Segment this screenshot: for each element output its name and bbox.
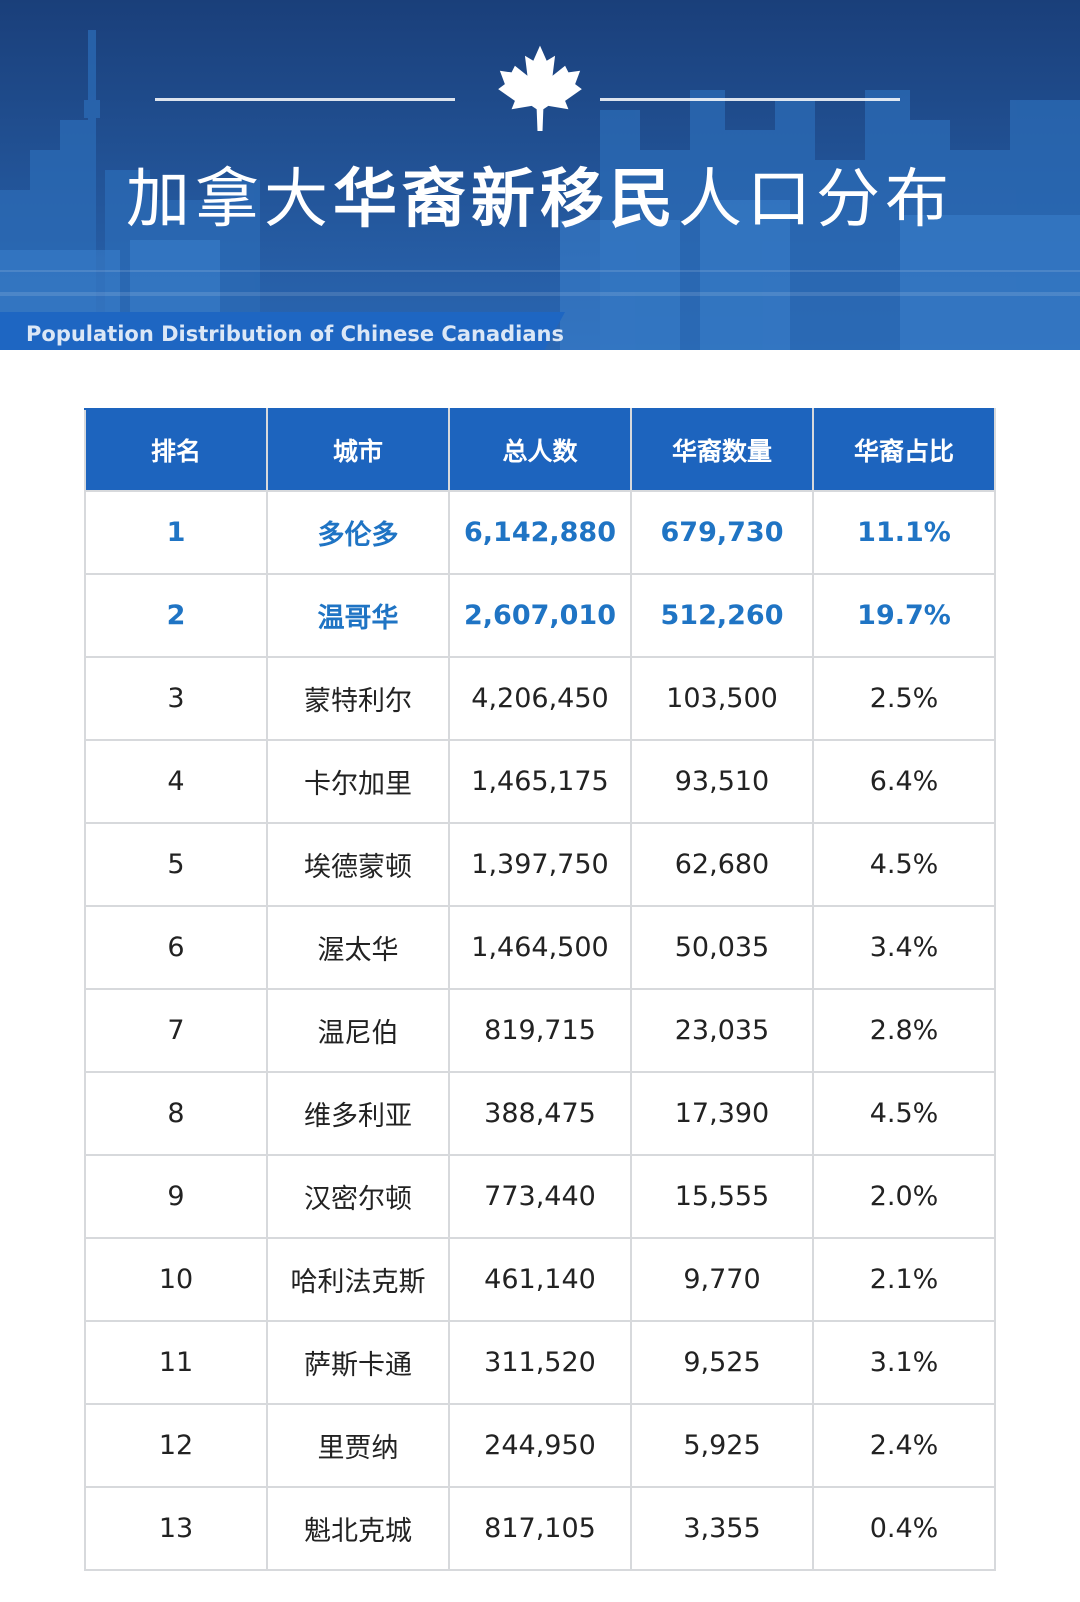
cell-city: 渥太华 [266, 905, 450, 990]
cell-city: 汉密尔顿 [266, 1154, 450, 1239]
subtitle-band [0, 312, 565, 350]
cell-total: 311,520 [448, 1320, 632, 1405]
cell-city: 蒙特利尔 [266, 656, 450, 741]
cell-share: 0.4% [812, 1486, 996, 1571]
cell-total: 6,142,880 [448, 490, 632, 575]
table-row: 8 维多利亚 388,475 17,390 4.5% [84, 1071, 996, 1156]
cell-share: 2.4% [812, 1403, 996, 1488]
table-body: 1 多伦多 6,142,880 679,730 11.1% 2 温哥华 2,607,010 51… [84, 490, 996, 1571]
cell-rank: 8 [84, 1071, 268, 1156]
subtitle: Population Distribution of Chinese Canad… [26, 322, 564, 346]
title-divider-left [155, 98, 455, 101]
table-header-row: 排名 城市 总人数 华裔数量 华裔占比 [84, 408, 996, 492]
cell-city: 哈利法克斯 [266, 1237, 450, 1322]
cell-rank: 4 [84, 739, 268, 824]
cell-total: 244,950 [448, 1403, 632, 1488]
table-row: 7 温尼伯 819,715 23,035 2.8% [84, 988, 996, 1073]
table-row: 13 魁北克城 817,105 3,355 0.4% [84, 1486, 996, 1571]
cell-rank: 1 [84, 490, 268, 575]
cell-share: 2.0% [812, 1154, 996, 1239]
title-part-bold: 华裔新移民 [333, 163, 678, 237]
cell-rank: 9 [84, 1154, 268, 1239]
cell-share: 3.1% [812, 1320, 996, 1405]
cell-total: 2,607,010 [448, 573, 632, 658]
cell-share: 2.8% [812, 988, 996, 1073]
table-row: 11 萨斯卡通 311,520 9,525 3.1% [84, 1320, 996, 1405]
table-row: 10 哈利法克斯 461,140 9,770 2.1% [84, 1237, 996, 1322]
cell-chinese: 62,680 [630, 822, 814, 907]
cell-share: 11.1% [812, 490, 996, 575]
cell-rank: 10 [84, 1237, 268, 1322]
cell-rank: 6 [84, 905, 268, 990]
page-title: 加拿大华裔新移民人口分布 [0, 160, 1080, 240]
table-row: 5 埃德蒙顿 1,397,750 62,680 4.5% [84, 822, 996, 907]
cell-city: 温尼伯 [266, 988, 450, 1073]
cell-share: 19.7% [812, 573, 996, 658]
column-header-total: 总人数 [448, 408, 632, 492]
title-part-1: 加拿大 [126, 163, 333, 237]
header-banner: 加拿大华裔新移民人口分布 Population Distribution of … [0, 0, 1080, 350]
cell-city: 卡尔加里 [266, 739, 450, 824]
cell-total: 461,140 [448, 1237, 632, 1322]
cell-total: 388,475 [448, 1071, 632, 1156]
cell-city: 埃德蒙顿 [266, 822, 450, 907]
column-header-share: 华裔占比 [812, 408, 996, 492]
cell-rank: 13 [84, 1486, 268, 1571]
cell-total: 1,465,175 [448, 739, 632, 824]
cell-total: 819,715 [448, 988, 632, 1073]
cell-rank: 3 [84, 656, 268, 741]
cell-total: 773,440 [448, 1154, 632, 1239]
cell-chinese: 50,035 [630, 905, 814, 990]
cell-chinese: 93,510 [630, 739, 814, 824]
table-row: 4 卡尔加里 1,465,175 93,510 6.4% [84, 739, 996, 824]
cell-rank: 12 [84, 1403, 268, 1488]
cell-city: 魁北克城 [266, 1486, 450, 1571]
cell-city: 萨斯卡通 [266, 1320, 450, 1405]
population-table: 排名 城市 总人数 华裔数量 华裔占比 1 多伦多 6,142,880 679,730… [84, 408, 996, 1571]
table-row: 9 汉密尔顿 773,440 15,555 2.0% [84, 1154, 996, 1239]
cell-chinese: 9,770 [630, 1237, 814, 1322]
cell-share: 4.5% [812, 1071, 996, 1156]
cell-chinese: 23,035 [630, 988, 814, 1073]
cell-total: 1,464,500 [448, 905, 632, 990]
title-part-2: 人口分布 [678, 163, 954, 237]
column-header-city: 城市 [266, 408, 450, 492]
cell-chinese: 17,390 [630, 1071, 814, 1156]
cell-share: 2.1% [812, 1237, 996, 1322]
cell-city: 维多利亚 [266, 1071, 450, 1156]
table-row: 6 渥太华 1,464,500 50,035 3.4% [84, 905, 996, 990]
cell-share: 6.4% [812, 739, 996, 824]
cell-rank: 11 [84, 1320, 268, 1405]
cell-chinese: 9,525 [630, 1320, 814, 1405]
cell-rank: 5 [84, 822, 268, 907]
table-row: 12 里贾纳 244,950 5,925 2.4% [84, 1403, 996, 1488]
cell-total: 1,397,750 [448, 822, 632, 907]
cell-city: 温哥华 [266, 573, 450, 658]
cell-rank: 7 [84, 988, 268, 1073]
cell-city: 里贾纳 [266, 1403, 450, 1488]
cell-rank: 2 [84, 573, 268, 658]
cell-total: 817,105 [448, 1486, 632, 1571]
cell-chinese: 3,355 [630, 1486, 814, 1571]
cell-city: 多伦多 [266, 490, 450, 575]
cell-share: 2.5% [812, 656, 996, 741]
cell-chinese: 5,925 [630, 1403, 814, 1488]
table-row: 3 蒙特利尔 4,206,450 103,500 2.5% [84, 656, 996, 741]
maple-leaf-icon [498, 45, 582, 131]
population-table-container: 排名 城市 总人数 华裔数量 华裔占比 1 多伦多 6,142,880 679,730… [84, 408, 996, 1571]
table-row: 1 多伦多 6,142,880 679,730 11.1% [84, 490, 996, 575]
cell-total: 4,206,450 [448, 656, 632, 741]
column-header-chinese: 华裔数量 [630, 408, 814, 492]
cell-chinese: 512,260 [630, 573, 814, 658]
cell-chinese: 15,555 [630, 1154, 814, 1239]
table-row: 2 温哥华 2,607,010 512,260 19.7% [84, 573, 996, 658]
column-header-rank: 排名 [84, 408, 268, 492]
title-divider-right [600, 98, 900, 101]
cell-chinese: 679,730 [630, 490, 814, 575]
cell-chinese: 103,500 [630, 656, 814, 741]
cell-share: 3.4% [812, 905, 996, 990]
cell-share: 4.5% [812, 822, 996, 907]
